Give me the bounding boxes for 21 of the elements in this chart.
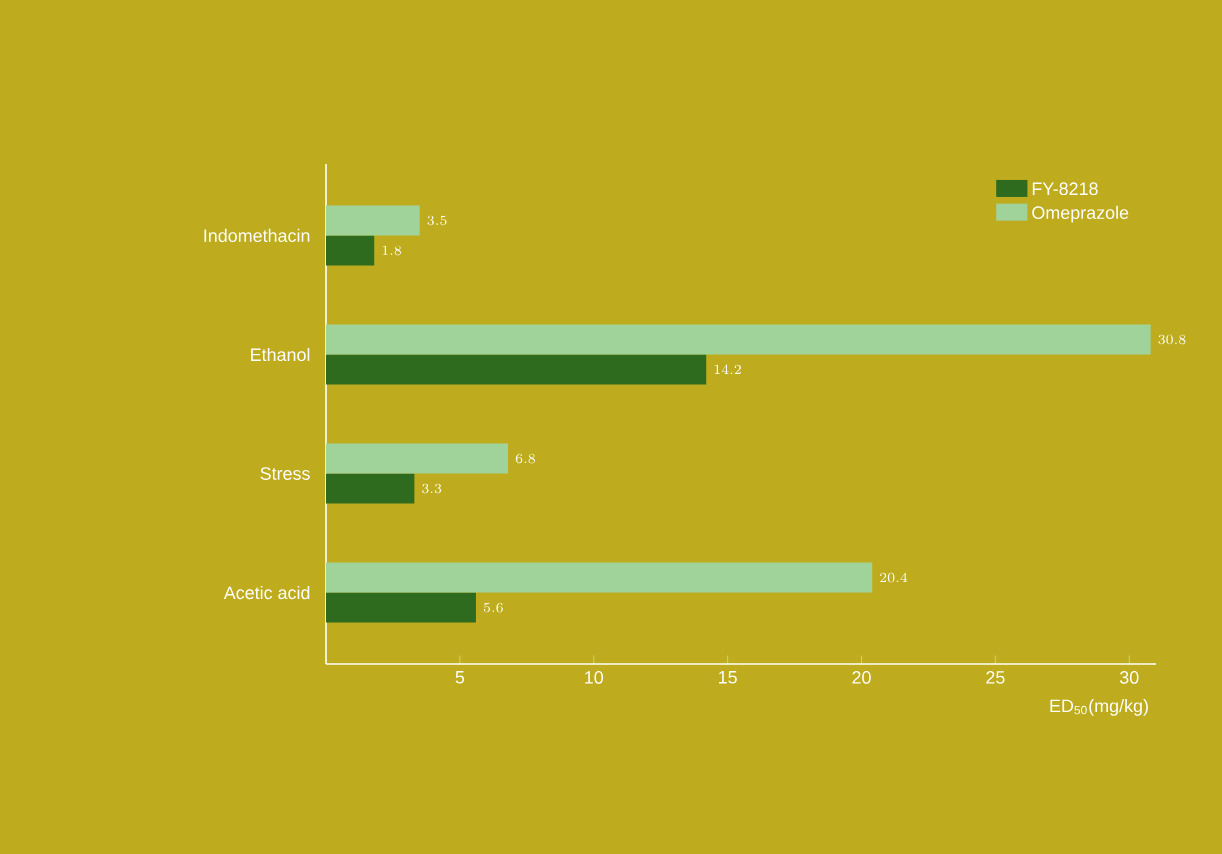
x-tick-label: 30 xyxy=(1119,671,1139,684)
bar xyxy=(326,235,375,266)
x-axis-title: ED$_{50}$(mg/kg) xyxy=(1050,699,1148,716)
bar xyxy=(326,473,415,504)
bar xyxy=(326,562,873,593)
y-tick-label: Ethanol xyxy=(251,347,310,362)
x-tick-label: 15 xyxy=(719,671,737,684)
x-tick-label: 25 xyxy=(986,671,1005,684)
bar xyxy=(326,592,476,623)
legend-label: Omeprazole xyxy=(1032,205,1129,223)
y-tick-label: Stress xyxy=(260,467,310,480)
bar xyxy=(326,443,509,474)
legend-label: FY-8218 xyxy=(1032,182,1098,196)
y-tick-label: Indomethacin xyxy=(204,228,310,243)
bar xyxy=(326,324,1151,355)
x-tick-label: 10 xyxy=(585,671,604,684)
bar xyxy=(326,354,707,385)
bar xyxy=(326,205,420,236)
x-tick-label: 20 xyxy=(852,671,871,684)
y-tick-label: Acetic acid xyxy=(223,585,310,600)
x-tick-label: 5 xyxy=(455,671,465,684)
